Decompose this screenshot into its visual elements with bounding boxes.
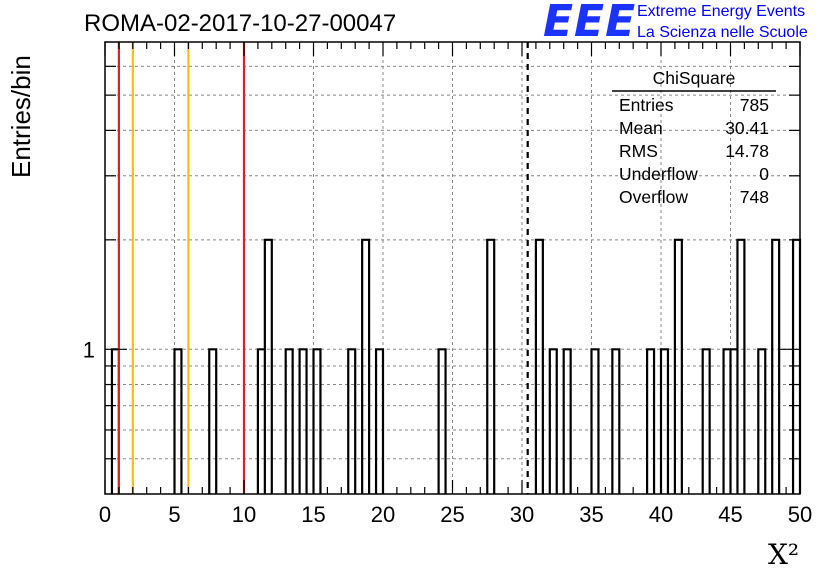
stats-label: Underflow bbox=[619, 164, 698, 184]
logo-line-2: La Scienza nelle Scuole bbox=[637, 24, 808, 41]
histogram-bin bbox=[362, 240, 369, 494]
logo-line-1: Extreme Energy Events bbox=[637, 3, 806, 20]
histogram-bin bbox=[550, 349, 557, 494]
x-axis-label-text: X² bbox=[768, 538, 800, 571]
histogram-bin bbox=[487, 240, 494, 494]
stats-title: ChiSquare bbox=[653, 68, 736, 88]
x-tick-label: 10 bbox=[232, 502, 256, 527]
x-tick-label: 20 bbox=[371, 502, 395, 527]
histogram-bin bbox=[793, 240, 800, 494]
x-tick-label: 40 bbox=[649, 502, 673, 527]
histogram-bin bbox=[675, 240, 682, 494]
histogram-bin bbox=[724, 349, 731, 494]
stats-value: 30.41 bbox=[725, 118, 769, 138]
y-tick-label: 1 bbox=[83, 337, 95, 362]
histogram-bin bbox=[314, 349, 321, 494]
histogram-bin bbox=[376, 349, 383, 494]
histogram-bin bbox=[258, 349, 265, 494]
histogram-bin bbox=[175, 349, 182, 494]
x-axis-label: X² bbox=[768, 538, 799, 571]
histogram-bin bbox=[661, 349, 668, 494]
histogram-bin bbox=[564, 349, 571, 494]
histogram-bin bbox=[737, 240, 744, 494]
histogram-bin bbox=[592, 349, 599, 494]
x-tick-label: 5 bbox=[168, 502, 180, 527]
histogram-bin bbox=[758, 349, 765, 494]
x-tick-label: 50 bbox=[788, 502, 812, 527]
x-tick-label: 0 bbox=[99, 502, 111, 527]
histogram-bin bbox=[439, 349, 446, 494]
x-tick-label: 30 bbox=[510, 502, 534, 527]
stats-value: 0 bbox=[759, 164, 769, 184]
x-tick-label: 15 bbox=[301, 502, 325, 527]
x-tick-label: 45 bbox=[718, 502, 742, 527]
histogram-bin bbox=[209, 349, 216, 494]
histogram-bin bbox=[647, 349, 654, 494]
histogram-bin bbox=[348, 349, 355, 494]
histogram-bin bbox=[731, 349, 738, 494]
histogram-bin bbox=[265, 240, 272, 494]
stats-label: Entries bbox=[619, 95, 674, 115]
x-tick-label: 35 bbox=[579, 502, 603, 527]
stats-value: 748 bbox=[740, 187, 769, 207]
histogram-bin bbox=[300, 349, 307, 494]
run-title: ROMA-02-2017-10-27-00047 bbox=[84, 10, 397, 37]
stats-value: 14.78 bbox=[725, 141, 769, 161]
histogram-bin bbox=[286, 349, 293, 494]
histogram-bin bbox=[612, 349, 619, 494]
histogram-bin bbox=[536, 240, 543, 494]
x-tick-label: 25 bbox=[440, 502, 464, 527]
histogram-bin bbox=[703, 349, 710, 494]
stats-label: Mean bbox=[619, 118, 663, 138]
histogram-bin bbox=[772, 240, 779, 494]
eee-logo: EEE bbox=[543, 0, 637, 47]
stats-label: RMS bbox=[619, 141, 658, 161]
stats-value: 785 bbox=[740, 95, 769, 115]
stats-label: Overflow bbox=[619, 187, 688, 207]
